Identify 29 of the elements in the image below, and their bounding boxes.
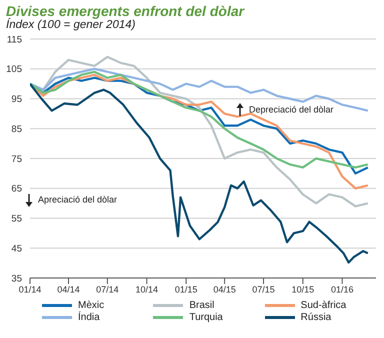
chart-title: Divises emergents enfront del dòlar — [5, 2, 246, 19]
y-tick-label: 105 — [6, 64, 22, 76]
y-tick-label: 35 — [11, 273, 22, 284]
y-tick-label: 65 — [11, 184, 22, 195]
x-tick-label: 10/14 — [135, 284, 158, 294]
y-tick-label: 85 — [11, 124, 22, 135]
x-tick-label: 01/15 — [174, 284, 198, 294]
legend-label: Turquia — [189, 312, 223, 323]
x-tick-label: 04/14 — [57, 284, 80, 294]
line-series — [30, 82, 369, 264]
x-tick-label: 01/14 — [18, 284, 42, 294]
y-tick-label: 75 — [11, 154, 22, 165]
y-tick-label: 115 — [6, 34, 22, 46]
annotation: Apreciació del dòlar — [38, 194, 118, 204]
legend-label: Mèxic — [78, 300, 104, 311]
legend-label: Sud-àfrica — [300, 300, 346, 311]
y-tick-label: 55 — [11, 214, 22, 225]
chart-subtitle: Índex (100 = gener 2014) — [5, 19, 136, 31]
x-tick-label: 07/15 — [252, 284, 275, 294]
legend-label: Índia — [78, 312, 100, 323]
x-tick-label: 04/15 — [213, 284, 236, 294]
y-tick-label: 95 — [11, 94, 22, 106]
legend-label: Rússia — [300, 312, 332, 323]
legend-label: Brasil — [189, 300, 214, 311]
x-tick-label: 10/15 — [292, 284, 314, 294]
annotation: Depreciació del dòlar — [249, 104, 334, 114]
x-tick-label: 07/14 — [96, 284, 119, 294]
y-tick-label: 45 — [11, 243, 22, 254]
x-tick-label: 01/16 — [330, 284, 354, 294]
